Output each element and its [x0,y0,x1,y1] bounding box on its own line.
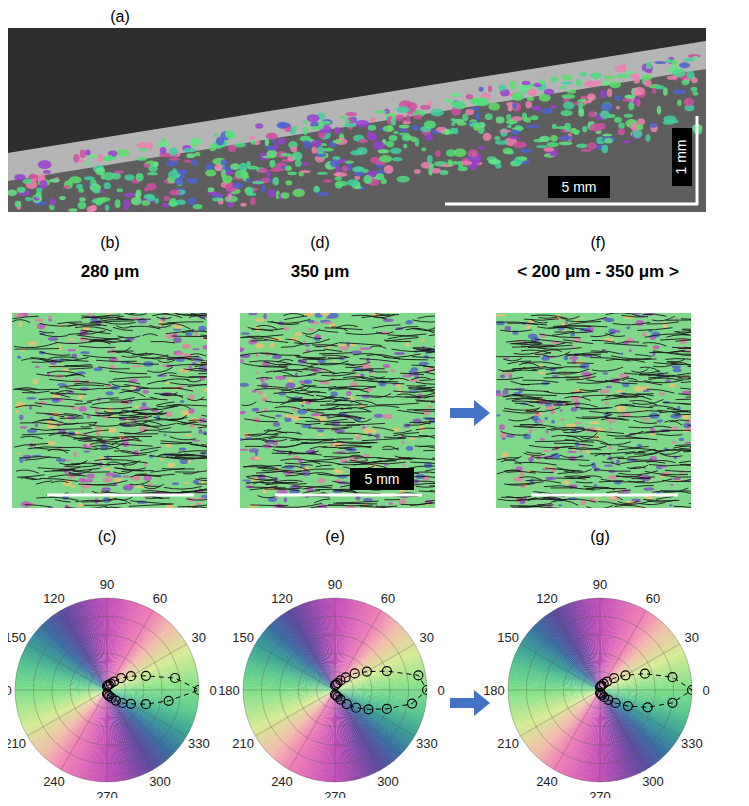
svg-text:120: 120 [43,591,65,606]
svg-text:240: 240 [43,774,65,789]
svg-text:0: 0 [437,683,444,698]
svg-text:120: 120 [536,591,558,606]
svg-text:180: 180 [218,683,240,698]
svg-text:90: 90 [100,577,114,592]
svg-text:300: 300 [642,774,664,789]
svg-text:240: 240 [536,774,558,789]
svg-text:30: 30 [192,630,206,645]
svg-text:150: 150 [497,630,519,645]
svg-text:60: 60 [646,591,660,606]
svg-text:5 mm: 5 mm [365,471,400,487]
svg-text:330: 330 [416,736,438,751]
html-text:350 μm: 350 μm [290,262,350,281]
svg-text:210: 210 [8,736,26,751]
svg-text:330: 330 [188,736,210,751]
svg-text:150: 150 [232,630,254,645]
html-text:(a): (a) [110,8,130,25]
html-text:(b): (b) [100,234,120,251]
svg-text:180: 180 [8,683,12,698]
svg-text:270: 270 [324,789,346,799]
svg-text:240: 240 [271,774,293,789]
svg-text:300: 300 [377,774,399,789]
svg-text:5 mm: 5 mm [562,179,597,195]
html-text:(e): (e) [325,528,345,545]
html-text:(f): (f) [590,234,606,251]
svg-text:300: 300 [149,774,171,789]
svg-text:210: 210 [497,736,519,751]
svg-text:60: 60 [381,591,395,606]
html-text:(g): (g) [590,528,610,545]
svg-text:330: 330 [681,736,703,751]
svg-text:90: 90 [328,577,342,592]
html-text:< 200 μm - 350 μm >: < 200 μm - 350 μm > [517,262,679,281]
html-text:(d): (d) [310,234,330,251]
html-text:280 μm: 280 μm [80,262,140,281]
html-text:(c): (c) [97,528,117,545]
svg-text:210: 210 [232,736,254,751]
svg-text:90: 90 [593,577,607,592]
svg-text:270: 270 [589,789,611,799]
svg-text:0: 0 [702,683,709,698]
svg-text:180: 180 [483,683,505,698]
svg-text:150: 150 [8,630,26,645]
svg-text:1 mm: 1 mm [673,140,689,175]
svg-text:60: 60 [153,591,167,606]
svg-text:30: 30 [685,630,699,645]
svg-text:0: 0 [209,683,216,698]
svg-text:30: 30 [420,630,434,645]
svg-text:270: 270 [96,789,118,799]
svg-text:120: 120 [271,591,293,606]
